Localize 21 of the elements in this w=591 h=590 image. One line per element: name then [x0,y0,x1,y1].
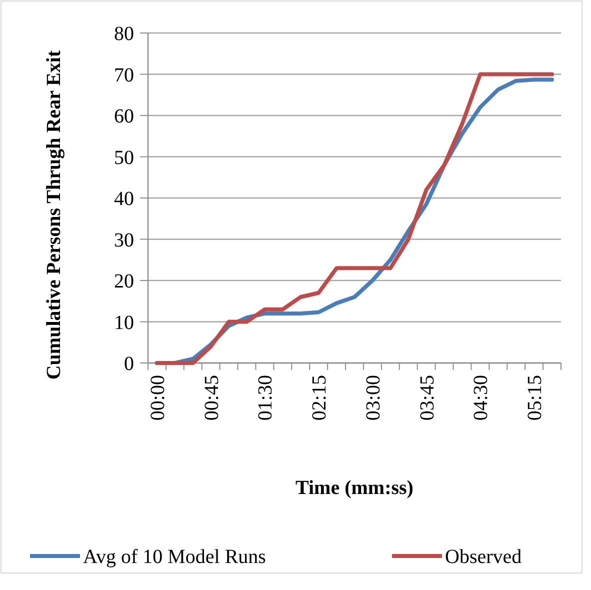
y-tick-label: 20 [114,270,134,292]
y-tick-label: 80 [114,23,134,45]
x-axis-title: Time (mm:ss) [296,477,414,499]
y-tick-label: 60 [114,106,134,128]
legend-label: Observed [445,546,522,568]
x-tick-label: 00:00 [146,375,169,421]
x-tick-label: 04:30 [470,375,492,421]
y-tick-label: 10 [114,312,134,334]
y-tick-label: 70 [114,64,134,86]
y-tick-label: 40 [114,188,134,210]
y-tick-label: 0 [124,353,134,375]
legend-label: Avg of 10 Model Runs [83,546,266,568]
x-tick-label: 03:45 [416,375,438,421]
x-tick-label: 05:15 [524,375,546,421]
x-tick-label: 02:15 [308,375,331,421]
y-tick-label: 30 [114,229,134,252]
y-tick-label: 50 [114,146,134,169]
x-tick-label: 01:30 [254,375,277,421]
y-axis-title: Cumulative Persons Thrugh Rear Exit [43,50,65,380]
x-tick-label: 00:45 [200,375,223,421]
x-tick-label: 03:00 [362,375,384,421]
